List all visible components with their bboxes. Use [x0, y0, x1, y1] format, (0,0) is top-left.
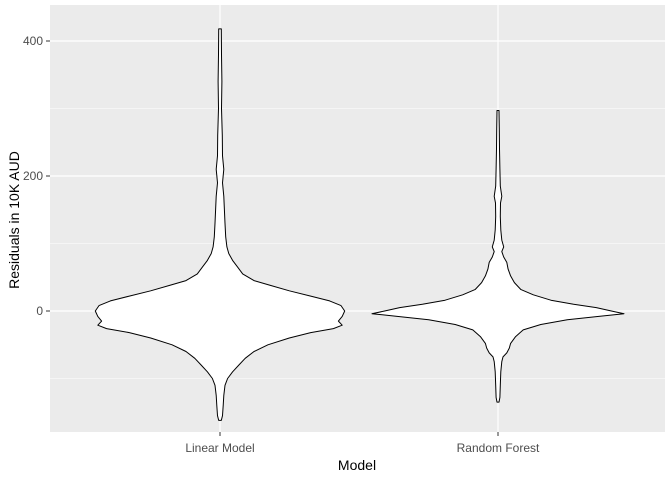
y-axis: 0 200 400 — [23, 34, 50, 318]
x-tick-label: Random Forest — [457, 441, 540, 455]
x-tick-label: Linear Model — [185, 441, 254, 455]
minor-gridlines — [50, 108, 665, 379]
plot-panel — [50, 5, 665, 432]
y-tick-label: 200 — [23, 169, 43, 183]
y-tick-label: 0 — [36, 304, 43, 318]
y-tick-label: 400 — [23, 34, 43, 48]
violins — [94, 28, 625, 421]
violin-linear-model — [94, 28, 346, 421]
y-axis-title: Residuals in 10K AUD — [6, 151, 22, 289]
violin-random-forest — [371, 110, 625, 403]
x-axis: Linear Model Random Forest — [185, 432, 540, 455]
x-axis-title: Model — [338, 457, 376, 473]
